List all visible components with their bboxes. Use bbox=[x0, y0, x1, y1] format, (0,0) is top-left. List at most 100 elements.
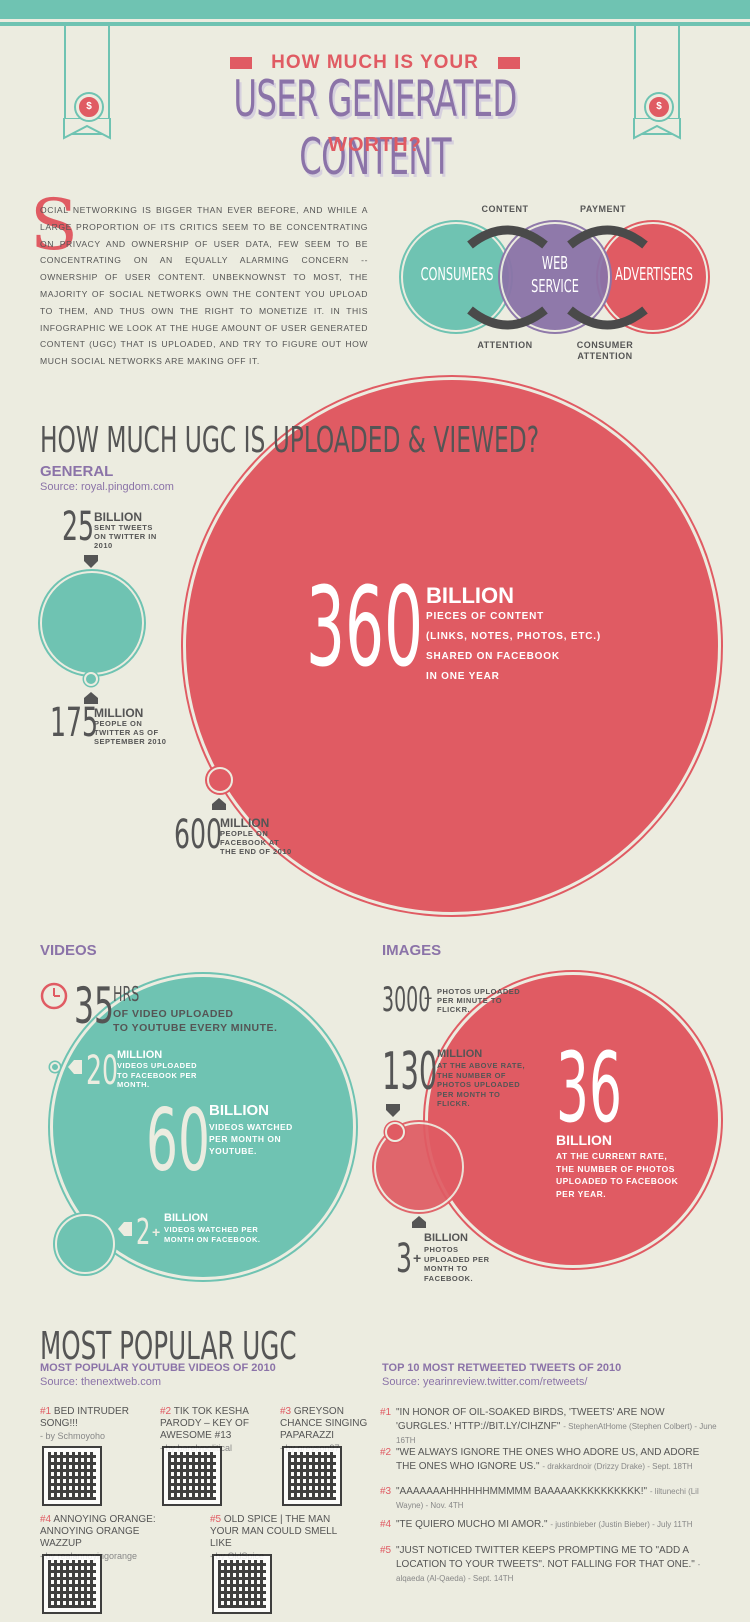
flickr-month-unit: MILLION bbox=[437, 1048, 483, 1060]
fb-video-desc: VIDEOS UPLOADED TO FACEBOOK PER MONTH. bbox=[117, 1061, 198, 1089]
clock-icon bbox=[40, 982, 68, 1010]
venn-attention-label: ATTENTION bbox=[477, 340, 533, 350]
popular-video-5-qr[interactable] bbox=[212, 1554, 272, 1614]
fb-people-unit: MILLION bbox=[220, 816, 270, 830]
flickr-desc: PHOTOS UPLOADED PER MINUTE TO FLICKR. bbox=[437, 987, 521, 1014]
popular-video-5: #5 OLD SPICE | THE MAN YOUR MAN COULD SM… bbox=[210, 1514, 337, 1561]
venn-content-label: CONTENT bbox=[481, 204, 529, 214]
popular-video-4-qr[interactable] bbox=[42, 1554, 102, 1614]
popular-video-1: #1 BED INTRUDER SONG!!! - by Schmoyoho bbox=[40, 1406, 129, 1441]
flickr-dot bbox=[385, 1122, 405, 1142]
fb-photos-unit: BILLION bbox=[556, 1132, 612, 1148]
fb-watched-unit: BILLION bbox=[164, 1212, 208, 1224]
tweets-pointer-icon bbox=[84, 555, 98, 568]
venn-web-service-circle bbox=[500, 222, 610, 332]
venn-consumers-label: CONSUMERS bbox=[420, 264, 494, 285]
fb-content-l1: PIECES OF CONTENT bbox=[426, 611, 545, 622]
general-heading: GENERAL bbox=[40, 463, 114, 480]
tweets-unit: BILLION bbox=[94, 510, 142, 524]
popular-video-4: #4 ANNOYING ORANGE: ANNOYING ORANGE WAZZ… bbox=[40, 1514, 156, 1561]
fb-watched-plus: + bbox=[152, 1224, 161, 1240]
yt-watched-number: 60 bbox=[146, 1091, 210, 1191]
facebook-content-circle bbox=[183, 377, 721, 915]
fb-photos-desc: AT THE CURRENT RATE, THE NUMBER OF PHOTO… bbox=[556, 1151, 679, 1199]
popular-video-3: #3 GREYSON CHANCE SINGING PAPARAZZI - by… bbox=[280, 1406, 368, 1453]
popular-video-1-qr[interactable] bbox=[42, 1446, 102, 1506]
intro-text: OCIAL NETWORKING IS BIGGER THAN EVER BEF… bbox=[40, 205, 368, 367]
tweets-popular-title: TOP 10 MOST RETWEETED TWEETS OF 2010 bbox=[382, 1362, 622, 1374]
left-ribbon bbox=[64, 25, 110, 135]
venn-payment-label: PAYMENT bbox=[579, 204, 626, 214]
twitter-people-unit: MILLION bbox=[94, 706, 144, 720]
fb-month-photos-unit: BILLION bbox=[424, 1232, 468, 1244]
fb-month-photos-desc: PHOTOS UPLOADED PER MONTH TO FACEBOOK. bbox=[424, 1245, 490, 1283]
left-dollar-badge: $ bbox=[76, 94, 102, 120]
popular-video-2-qr[interactable] bbox=[162, 1446, 222, 1506]
yt-popular-source: Source: thenextweb.com bbox=[40, 1376, 162, 1388]
fb-people-desc: PEOPLE ON FACEBOOK AT THE END OF 2010 bbox=[220, 829, 292, 856]
fb-video-number: 20 bbox=[86, 1048, 119, 1094]
fb-people-pointer-icon bbox=[212, 798, 226, 810]
header-line1: HOW MUCH IS YOUR bbox=[271, 52, 479, 73]
fb-video-small-circle bbox=[55, 1214, 115, 1274]
venn-web-label-1: WEB bbox=[541, 253, 569, 274]
venn-web-label-2: SERVICE bbox=[531, 276, 579, 297]
twitter-people-circle bbox=[84, 672, 98, 686]
tweets-popular-source: Source: yearinreview.twitter.com/retweet… bbox=[382, 1376, 588, 1388]
right-ribbon-notch bbox=[633, 118, 681, 140]
left-ribbon-notch bbox=[63, 118, 111, 140]
videos-heading: VIDEOS bbox=[40, 942, 97, 959]
flickr-month-desc: AT THE ABOVE RATE, THE NUMBER OF PHOTOS … bbox=[437, 1061, 526, 1108]
venn-arrows bbox=[467, 225, 648, 330]
popular-video-2: #2 TIK TOK KESHA PARODY – KEY OF AWESOME… bbox=[160, 1406, 249, 1453]
fb-content-l4: IN ONE YEAR bbox=[426, 671, 500, 682]
fb-month-photos-plus: + bbox=[413, 1250, 422, 1266]
header-flag-right bbox=[498, 57, 520, 69]
uploaded-title: HOW MUCH UGC IS UPLOADED & VIEWED? bbox=[40, 420, 540, 461]
fb-content-l3: SHARED ON FACEBOOK bbox=[426, 651, 560, 662]
video-hrs-desc-2: TO YOUTUBE EVERY MINUTE. bbox=[113, 1022, 278, 1034]
video-hrs-unit: HRS bbox=[113, 982, 140, 1006]
fb-watched-desc: VIDEOS WATCHED PER MONTH ON FACEBOOK. bbox=[164, 1225, 261, 1244]
fb-people-circle bbox=[207, 767, 233, 793]
images-heading: IMAGES bbox=[382, 942, 442, 959]
fb-video-dot bbox=[50, 1062, 60, 1072]
flickr-plus: + bbox=[424, 990, 433, 1006]
intro-dropcap: S bbox=[30, 184, 78, 266]
popular-title: MOST POPULAR UGC bbox=[40, 1324, 297, 1368]
fb-watched-number: 2 bbox=[136, 1212, 151, 1253]
tweets-desc: SENT TWEETS ON TWITTER IN 2010 bbox=[94, 523, 157, 550]
header-line1-wrap: HOW MUCH IS YOUR bbox=[230, 52, 520, 74]
yt-popular-title: MOST POPULAR YOUTUBE VIDEOS OF 2010 bbox=[40, 1362, 276, 1374]
twitter-people-desc: PEOPLE ON TWITTER AS OF SEPTEMBER 2010 bbox=[94, 719, 167, 746]
right-dollar-badge: $ bbox=[646, 94, 672, 120]
venn-consumer-attention-label-1: CONSUMER bbox=[576, 340, 634, 350]
yt-watched-unit: BILLION bbox=[209, 1102, 269, 1119]
video-hrs-desc-1: OF VIDEO UPLOADED bbox=[113, 1008, 234, 1020]
top-bar bbox=[0, 0, 750, 22]
yt-watched-desc: VIDEOS WATCHED PER MONTH ON YOUTUBE. bbox=[209, 1122, 293, 1156]
tweet-item-2: #2 "WE ALWAYS IGNORE THE ONES WHO ADORE … bbox=[380, 1447, 700, 1472]
header-flag-left bbox=[230, 57, 252, 69]
header-line3: WORTH? bbox=[328, 134, 422, 156]
video-hrs-number: 35 bbox=[74, 977, 115, 1035]
twitter-people-pointer-icon bbox=[84, 692, 98, 704]
fb-photos-number: 36 bbox=[556, 1032, 622, 1144]
right-ribbon bbox=[634, 25, 680, 135]
header-title: USER GENERATED CONTENT bbox=[233, 70, 517, 186]
fb-content-l2: (LINKS, NOTES, PHOTOS, ETC.) bbox=[426, 631, 602, 642]
popular-video-3-qr[interactable] bbox=[282, 1446, 342, 1506]
flickr-month-pointer-icon bbox=[386, 1104, 400, 1117]
flickr-number: 3000 bbox=[382, 980, 431, 1020]
tweet-item-5: #5 "JUST NOTICED TWITTER KEEPS PROMPTING… bbox=[380, 1545, 701, 1583]
fb-content-unit: BILLION bbox=[426, 583, 514, 608]
tweet-item-4: #4 "TE QUIERO MUCHO MI AMOR." - justinbi… bbox=[380, 1519, 693, 1530]
general-source: Source: royal.pingdom.com bbox=[40, 481, 174, 493]
fb-video-pointer-icon bbox=[68, 1060, 82, 1074]
venn-advertisers-label: ADVERTISERS bbox=[615, 264, 693, 285]
fb-month-photos-number: 3 bbox=[396, 1236, 413, 1282]
tweets-number: 25 bbox=[62, 504, 95, 550]
fb-people-number: 600 bbox=[174, 812, 223, 858]
fb-month-photos-pointer-icon bbox=[412, 1216, 426, 1228]
fb-photos-circle bbox=[425, 972, 721, 1268]
